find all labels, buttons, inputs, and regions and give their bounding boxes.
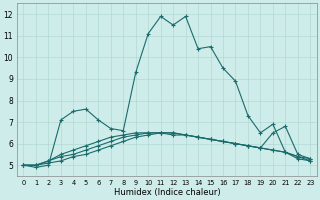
- X-axis label: Humidex (Indice chaleur): Humidex (Indice chaleur): [114, 188, 220, 197]
